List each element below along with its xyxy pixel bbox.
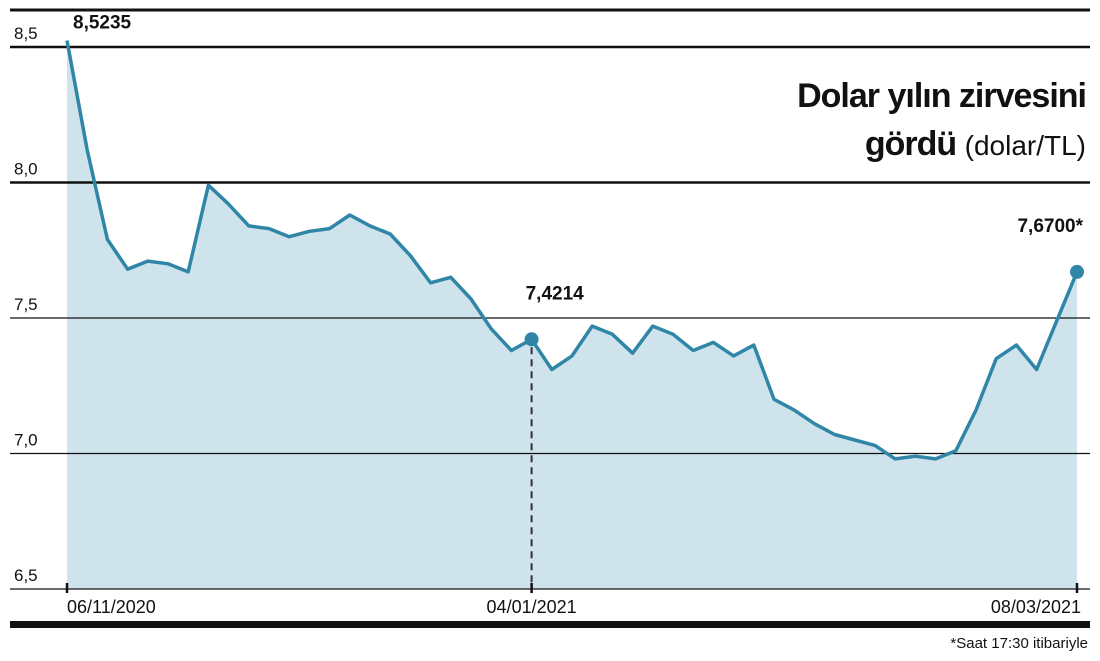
footnote: *Saat 17:30 itibariyle [950,635,1088,652]
chart-title: Dolar yılın zirvesini gördü [797,77,1087,163]
value-label: 7,6700* [1017,216,1083,237]
area [67,40,1077,590]
x-tick-label: 08/03/2021 [991,597,1081,617]
y-tick-label: 7,0 [14,431,38,450]
bottom-rule [10,621,1090,628]
line [65,40,1079,461]
value-label: 8,5235 [73,13,132,34]
x-tick-label: 04/01/2021 [487,597,577,617]
unit-label: (dolar/TL) [964,130,1086,161]
title-block: Dolar yılın zirvesini gördü (dolar/TL) [706,72,1087,170]
point-marker [524,332,539,347]
x-tick-label: 06/11/2020 [67,597,156,617]
y-tick-label: 8,0 [14,160,38,179]
y-tick-label: 7,5 [14,295,38,314]
point-marker [1070,264,1084,279]
y-tick-label: 6,5 [14,566,38,585]
value-label: 7,4214 [526,283,585,304]
y-tick-label: 8,5 [14,24,38,43]
